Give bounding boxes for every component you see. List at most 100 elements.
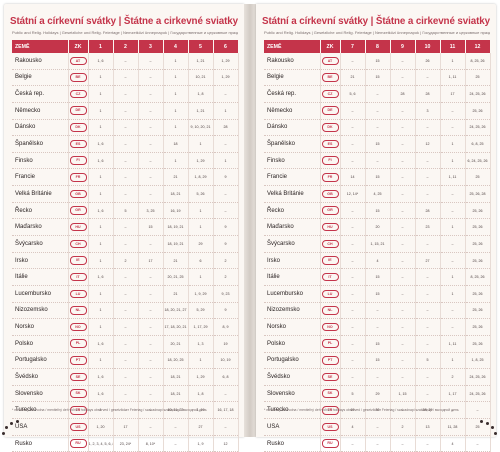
- holiday-cell: –: [113, 102, 139, 120]
- country-code-cell: IT: [320, 268, 341, 286]
- holiday-cell: –: [213, 135, 239, 153]
- table-row: Finsko FI 1, 6– –1 1, 29 1: [12, 152, 239, 170]
- holiday-cell: –: [213, 418, 239, 436]
- holiday-cell: –: [390, 69, 416, 87]
- holiday-cell: –: [113, 318, 139, 336]
- holiday-cell: –: [138, 302, 164, 320]
- holiday-cell: –: [340, 53, 366, 70]
- holiday-cell: –: [415, 152, 441, 170]
- table-row: Maďarsko HU –20–23 1 25, 26: [264, 218, 491, 237]
- country-code-badge: NL: [321, 306, 339, 315]
- holiday-cell: –: [365, 318, 391, 336]
- holiday-cell: 1: [188, 268, 214, 286]
- holiday-cell: –: [440, 102, 466, 120]
- subtitle-left: Public and Relig. Holidays | Gesetzliche…: [12, 30, 238, 35]
- table-row: Česká rep. CZ 1– –1 1, 8–: [12, 85, 239, 103]
- holiday-cell: –: [415, 185, 441, 203]
- table-row: Portugalsko PT 1– –18, 20, 25 1 10, 19: [12, 352, 239, 370]
- holiday-cell: 1, 6: [88, 268, 114, 286]
- country-code-cell: DE: [320, 102, 341, 120]
- holiday-cell: 1, 11: [440, 69, 466, 87]
- country-code-badge: BE: [321, 73, 339, 82]
- holiday-cell: 1: [163, 69, 189, 87]
- country-code-badge: ES: [321, 139, 339, 149]
- table-row: Německo DE 1– –1 1, 21 1: [12, 102, 239, 120]
- header-month: 2: [113, 40, 139, 53]
- holiday-cell: –: [390, 235, 416, 253]
- holiday-cell: –: [138, 53, 164, 70]
- country-name: Německo: [264, 102, 321, 120]
- holiday-cell: –: [415, 302, 441, 320]
- table-header: ZEMĚ ZK 7 8 9 10 11 12: [264, 40, 491, 53]
- holiday-cell: –: [390, 218, 416, 237]
- table-row: Belgie BE 21 15– –1, 11 25: [264, 69, 491, 87]
- holiday-cell: 18, 20, 25: [163, 352, 189, 370]
- holiday-cell: –: [440, 302, 466, 320]
- holiday-cell: 5: [113, 202, 139, 220]
- country-code-cell: CZ: [320, 85, 341, 103]
- holiday-cell: 18, 21: [163, 368, 189, 386]
- holiday-cell: –: [365, 85, 391, 103]
- country-code-cell: LU: [68, 285, 89, 303]
- holiday-cell: 1: [88, 401, 114, 420]
- table-row: Polsko PL 1, 6– –20, 21 1, 3 19: [12, 335, 239, 353]
- holiday-cell: 9: [213, 235, 239, 253]
- table-row: Nizozemsko NL 1– –18, 20, 21, 27 5, 29 9: [12, 302, 239, 320]
- country-name: Dánsko: [264, 119, 321, 137]
- header-month: 12: [465, 40, 491, 53]
- country-code-cell: DK: [68, 119, 89, 137]
- book-gutter: [244, 4, 256, 437]
- holiday-cell: –: [213, 185, 239, 203]
- holiday-cell: –: [340, 352, 366, 370]
- country-code-badge: BE: [69, 73, 87, 82]
- holiday-cell: –: [213, 385, 239, 403]
- holiday-cell: 1: [440, 285, 466, 303]
- table-row: Dánsko DK 1– –1 9, 10, 20, 21 28: [12, 119, 239, 137]
- country-code-badge: DE: [321, 106, 339, 115]
- holiday-cell: –: [390, 202, 416, 220]
- holiday-cell: –: [365, 119, 391, 137]
- country-name: Lucembursko: [12, 285, 69, 303]
- country-code-cell: ES: [68, 135, 89, 153]
- country-code-cell: NL: [320, 302, 341, 320]
- country-code-badge: PT: [321, 356, 339, 365]
- holiday-cell: –: [415, 119, 441, 137]
- country-code-cell: CZ: [68, 85, 89, 103]
- holiday-cell: –: [163, 435, 189, 452]
- holiday-cell: 4, 25: [365, 185, 391, 203]
- country-code-cell: PT: [68, 352, 89, 370]
- country-code-cell: LU: [320, 285, 341, 303]
- holiday-cell: –: [390, 185, 416, 203]
- holiday-cell: –: [390, 53, 416, 70]
- holiday-cell: 21: [163, 252, 189, 270]
- country-code-badge: DE: [69, 106, 87, 115]
- holiday-cell: 1, 8: [188, 385, 214, 403]
- table-row: USA US 4–2 13 11, 28 25: [264, 418, 491, 436]
- perforation-dots-left: [0, 420, 20, 440]
- holiday-cell: 28: [390, 85, 416, 103]
- holiday-cell: 4: [440, 435, 466, 452]
- country-name: Irsko: [264, 252, 321, 270]
- country-name: Turecko: [12, 401, 69, 420]
- holiday-cell: 1: [188, 135, 214, 153]
- table-row: Finsko FI – – – –1 6, 24, 25, 26: [264, 152, 491, 170]
- holiday-cell: 20, 21, 25: [163, 268, 189, 286]
- holiday-cell: –: [340, 285, 366, 303]
- country-name: Belgie: [264, 69, 321, 87]
- holiday-cell: 17: [113, 418, 139, 436]
- holiday-cell: –: [390, 352, 416, 370]
- country-code-badge: US: [69, 422, 87, 432]
- holiday-cell: 16, 17, 18: [213, 401, 239, 420]
- holiday-cell: 1: [213, 102, 239, 120]
- country-name: Německo: [12, 102, 69, 120]
- table-row: Francie FR 1– –21 1, 8, 29 9: [12, 168, 239, 187]
- holiday-cell: –: [138, 268, 164, 286]
- country-code-cell: IT: [68, 268, 89, 286]
- holiday-cell: –: [340, 218, 366, 237]
- table-row: Irsko IE –4–27–25, 26: [264, 252, 491, 270]
- holiday-cell: –: [340, 252, 366, 270]
- holiday-cell: –: [113, 268, 139, 286]
- holiday-cell: –: [340, 318, 366, 336]
- holiday-cell: 1, 29: [213, 53, 239, 70]
- country-code-badge: LU: [321, 289, 339, 299]
